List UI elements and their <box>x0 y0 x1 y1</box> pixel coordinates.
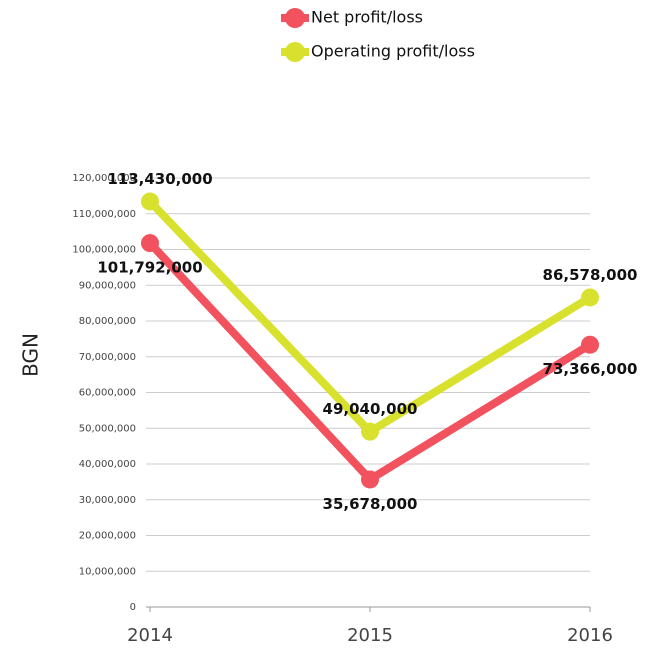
y-axis-label: BGN <box>19 333 43 377</box>
data-label: 35,678,000 <box>323 495 418 513</box>
point <box>581 335 599 354</box>
point <box>361 470 379 489</box>
y-tick-label: 80,000,000 <box>79 316 136 327</box>
y-tick-label: 40,000,000 <box>79 459 136 470</box>
x-tick-label: 2015 <box>347 625 393 646</box>
x-tick-label: 2016 <box>567 625 613 646</box>
series-line <box>147 240 593 484</box>
data-label: 73,366,000 <box>543 360 638 378</box>
data-label: 49,040,000 <box>323 400 418 418</box>
y-tick-label: 100,000,000 <box>72 245 136 256</box>
data-label: 86,578,000 <box>543 266 638 284</box>
legend-label: Operating profit/loss <box>311 42 475 61</box>
y-tick-label: 90,000,000 <box>79 280 136 291</box>
y-tick-label: 110,000,000 <box>72 209 136 220</box>
point <box>361 422 379 441</box>
y-tick-label: 120,000,000 <box>72 173 136 184</box>
y-tick-label: 50,000,000 <box>79 423 136 434</box>
legend-marker <box>285 42 305 62</box>
point <box>141 234 159 253</box>
y-tick-label: 20,000,000 <box>79 531 136 542</box>
y-tick-label: 0 <box>130 602 136 613</box>
point <box>581 288 599 307</box>
x-tick-label: 2014 <box>127 625 173 646</box>
legend-label: Net profit/loss <box>311 8 423 27</box>
y-tick-label: 30,000,000 <box>79 495 136 506</box>
y-tick-label: 70,000,000 <box>79 352 136 363</box>
point <box>141 192 159 211</box>
data-label: 101,792,000 <box>97 259 202 277</box>
legend-marker <box>285 8 305 28</box>
y-tick-label: 10,000,000 <box>79 566 136 577</box>
y-tick-label: 60,000,000 <box>79 388 136 399</box>
data-label: 113,430,000 <box>107 170 212 188</box>
